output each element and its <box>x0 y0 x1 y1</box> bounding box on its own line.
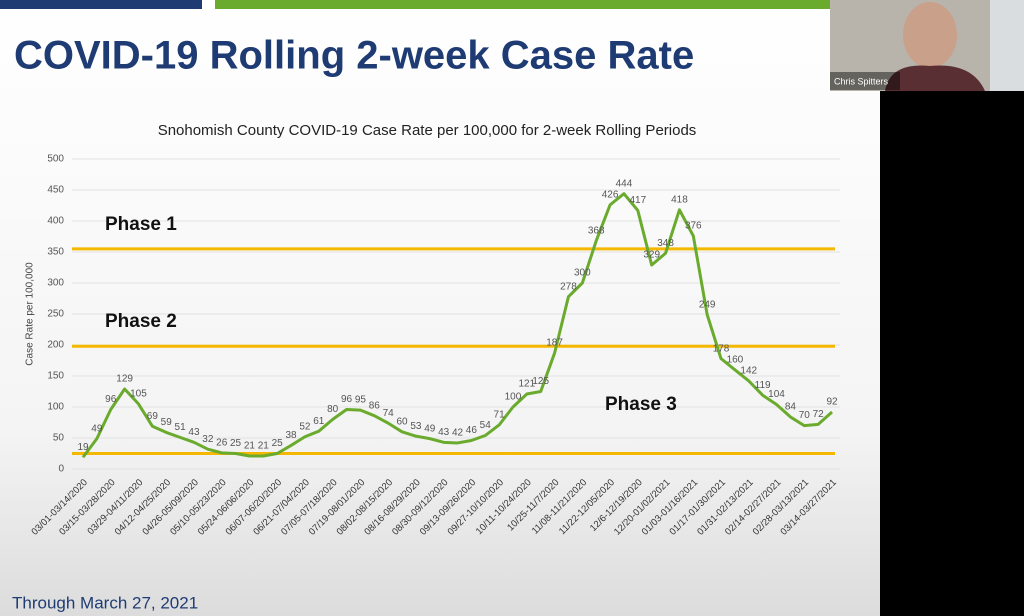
data-label: 49 <box>91 423 103 434</box>
top-bar-blue <box>0 0 202 9</box>
data-label: 80 <box>327 404 339 415</box>
webcam: Chris Spitters <box>830 0 1024 91</box>
participant-name: Chris Spitters <box>834 76 889 86</box>
data-label: 38 <box>285 430 297 441</box>
data-label: 71 <box>494 410 506 421</box>
data-label: 21 <box>258 441 270 452</box>
y-axis-label: Case Rate per 100,000 <box>25 262 36 366</box>
data-label: 417 <box>629 195 646 206</box>
data-label: 119 <box>755 380 771 391</box>
y-tick-label: 150 <box>47 371 64 382</box>
name-bg <box>830 72 900 90</box>
data-line <box>81 192 833 459</box>
data-label: 329 <box>643 250 660 261</box>
footer: Through March 27, 2021 <box>12 593 198 612</box>
data-label: 43 <box>188 427 200 438</box>
data-label: 348 <box>657 238 674 249</box>
y-tick-label: 350 <box>47 247 64 258</box>
data-label: 26 <box>216 438 228 449</box>
data-label: 53 <box>410 421 422 432</box>
data-label: 69 <box>147 411 159 422</box>
data-label: 92 <box>826 397 838 408</box>
data-label: 49 <box>424 423 436 434</box>
data-label: 376 <box>685 221 702 232</box>
data-label: 426 <box>602 190 619 201</box>
window <box>990 0 1024 91</box>
data-label: 129 <box>116 374 133 385</box>
y-tick-label: 250 <box>47 309 64 320</box>
data-label: 178 <box>713 343 730 354</box>
data-label: 95 <box>355 395 367 406</box>
y-tick-label: 0 <box>58 464 64 475</box>
y-tick-label: 50 <box>53 433 65 444</box>
data-label: 96 <box>341 394 353 405</box>
data-label: 43 <box>438 427 450 438</box>
data-label: 32 <box>202 434 214 445</box>
data-label: 104 <box>768 389 785 400</box>
data-label: 72 <box>813 409 825 420</box>
threshold-label: Phase 1 <box>105 214 177 235</box>
data-label: 100 <box>505 392 522 403</box>
data-label: 142 <box>740 366 757 377</box>
y-tick-label: 100 <box>47 402 64 413</box>
data-label: 70 <box>799 410 811 421</box>
data-label: 52 <box>299 421 311 432</box>
y-tick-label: 200 <box>47 340 64 351</box>
data-label: 19 <box>77 442 89 453</box>
data-label: 21 <box>244 441 256 452</box>
data-label: 54 <box>480 420 492 431</box>
data-label: 42 <box>452 428 464 439</box>
data-label: 59 <box>161 417 173 428</box>
data-label: 125 <box>532 376 549 387</box>
data-label: 86 <box>369 400 381 411</box>
data-label: 300 <box>574 268 591 279</box>
y-tick-label: 500 <box>47 154 64 165</box>
data-label: 51 <box>175 422 187 433</box>
threshold-label: Phase 2 <box>105 311 177 332</box>
data-label: 418 <box>671 194 688 205</box>
y-tick-label: 300 <box>47 278 64 289</box>
data-label: 187 <box>546 338 563 349</box>
data-label: 105 <box>130 389 147 400</box>
data-label: 444 <box>616 178 633 189</box>
data-label: 96 <box>105 394 117 405</box>
data-label: 61 <box>313 416 325 427</box>
data-label: 160 <box>727 354 744 365</box>
data-label: 60 <box>396 416 408 427</box>
top-bar-green <box>215 0 830 9</box>
chart-title: Snohomish County COVID-19 Case Rate per … <box>158 122 697 139</box>
data-label: 25 <box>230 438 242 449</box>
data-label: 278 <box>560 281 577 292</box>
threshold-label: Phase 3 <box>605 394 677 415</box>
data-label: 25 <box>272 438 284 449</box>
data-label: 74 <box>383 408 395 419</box>
y-tick-label: 450 <box>47 185 64 196</box>
y-tick-label: 400 <box>47 216 64 227</box>
slide-title: COVID-19 Rolling 2-week Case Rate <box>14 34 694 78</box>
slide <box>0 0 880 616</box>
data-label: 121 <box>519 379 536 390</box>
face <box>903 2 957 68</box>
data-label: 46 <box>466 425 478 436</box>
shoulders <box>885 65 985 91</box>
data-label: 249 <box>699 299 716 310</box>
data-label: 368 <box>588 225 605 236</box>
data-label: 84 <box>785 402 797 413</box>
